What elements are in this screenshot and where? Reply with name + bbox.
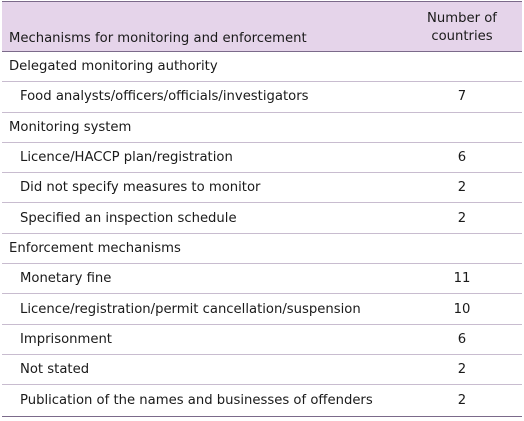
table-header: Mechanisms for monitoring and enforcemen… bbox=[2, 2, 522, 52]
row-label: Monitoring system bbox=[9, 119, 132, 135]
table-row: Did not specify measures to monitor 2 bbox=[2, 173, 522, 204]
table-row: Licence/registration/permit cancellation… bbox=[2, 294, 522, 325]
table-row: Not stated 2 bbox=[2, 355, 522, 386]
row-value: 10 bbox=[453, 301, 471, 317]
row-label: Delegated monitoring authority bbox=[9, 59, 218, 75]
table-row-section: Delegated monitoring authority bbox=[2, 52, 522, 83]
row-value: 6 bbox=[457, 331, 467, 347]
table-row: Monetary fine 11 bbox=[2, 264, 522, 295]
row-label: Publication of the names and businesses … bbox=[20, 392, 373, 408]
row-value: 6 bbox=[457, 150, 467, 166]
row-label: Monetary fine bbox=[20, 271, 112, 287]
row-label: Imprisonment bbox=[20, 331, 112, 347]
row-value: 7 bbox=[457, 89, 467, 105]
column-header-countries-line1: Number of bbox=[427, 10, 497, 26]
table-row: Specified an inspection schedule 2 bbox=[2, 203, 522, 234]
row-label: Food analysts/officers/officials/investi… bbox=[20, 89, 309, 105]
column-header-mechanisms: Mechanisms for monitoring and enforcemen… bbox=[9, 31, 307, 46]
table-row: Food analysts/officers/officials/investi… bbox=[2, 82, 522, 113]
column-header-countries-line2: countries bbox=[431, 28, 493, 44]
row-label: Did not specify measures to monitor bbox=[20, 180, 261, 196]
table-row-section: Monitoring system bbox=[2, 113, 522, 143]
table-row: Imprisonment 6 bbox=[2, 325, 522, 355]
table-row: Licence/HACCP plan/registration 6 bbox=[2, 143, 522, 174]
row-value: 2 bbox=[457, 392, 467, 408]
row-value: 2 bbox=[457, 180, 467, 196]
column-header-countries: Number of countries bbox=[402, 2, 522, 51]
row-label: Specified an inspection schedule bbox=[20, 210, 237, 226]
row-label: Licence/HACCP plan/registration bbox=[20, 150, 233, 166]
row-label: Licence/registration/permit cancellation… bbox=[20, 301, 361, 317]
table-row-section: Enforcement mechanisms bbox=[2, 234, 522, 265]
row-label: Not stated bbox=[20, 362, 90, 378]
row-value: 2 bbox=[457, 210, 467, 226]
row-label: Enforcement mechanisms bbox=[9, 240, 181, 256]
table-row: Publication of the names and businesses … bbox=[2, 385, 522, 415]
row-value: 2 bbox=[457, 362, 467, 378]
row-value: 11 bbox=[453, 271, 471, 287]
